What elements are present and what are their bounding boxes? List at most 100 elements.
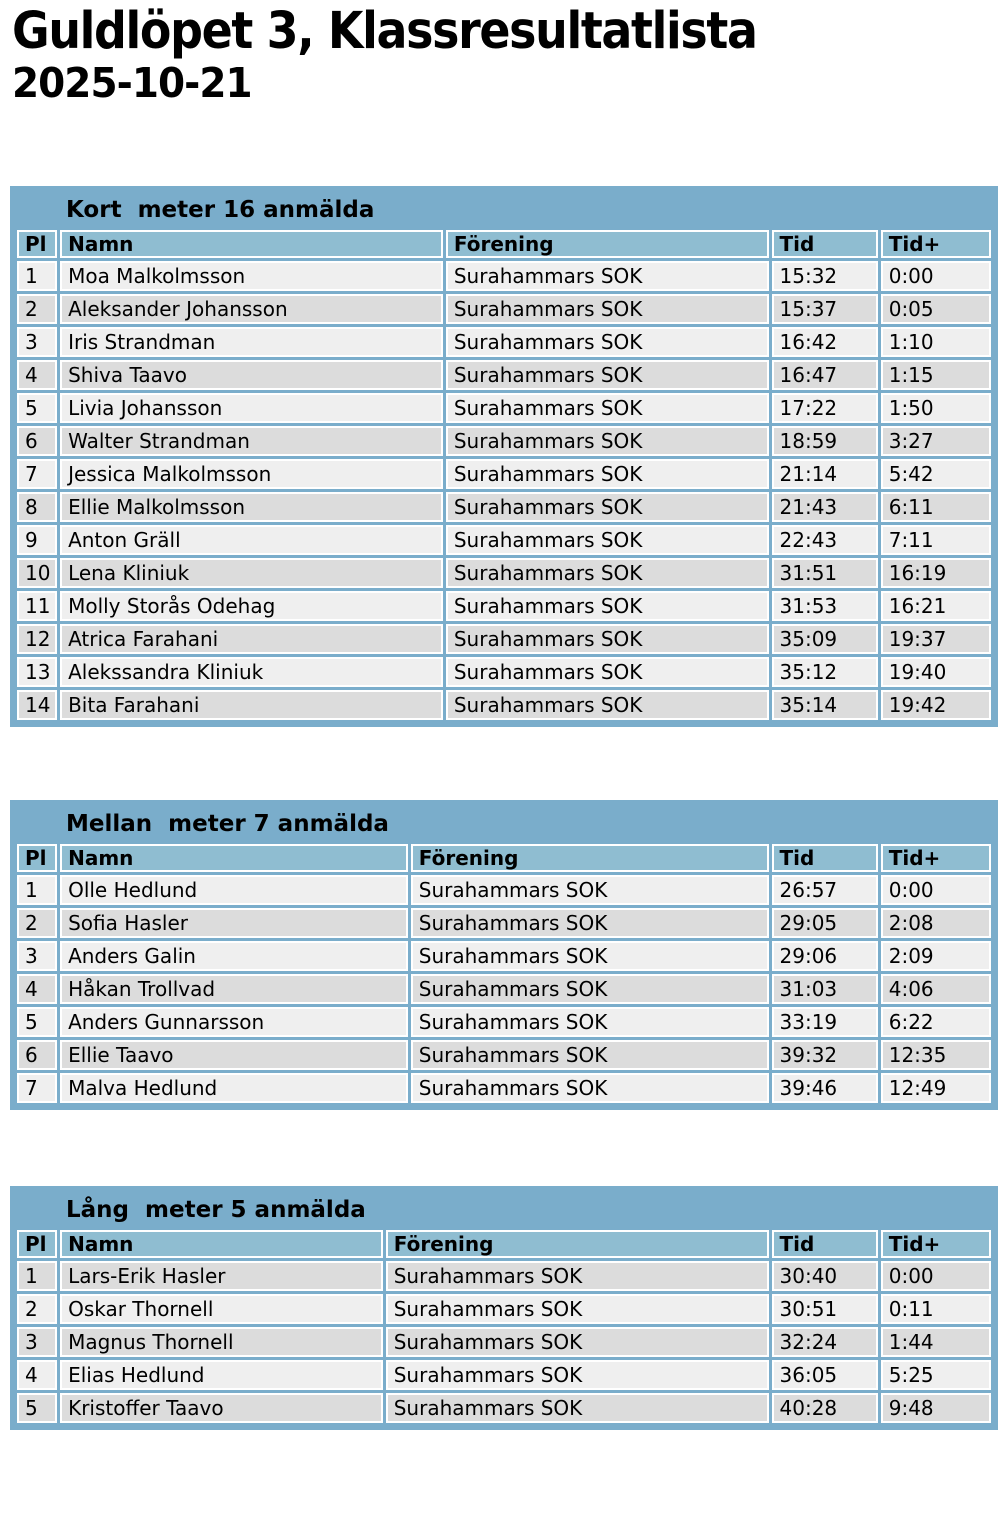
club-cell: Surahammars SOK — [410, 908, 769, 938]
place-cell: 1 — [17, 1261, 58, 1291]
time-cell: 15:32 — [771, 261, 878, 291]
column-header-row: Pl Namn Förening Tid Tid+ — [17, 230, 991, 258]
timeplus-cell: 0:00 — [880, 261, 991, 291]
timeplus-cell: 4:06 — [880, 974, 991, 1004]
name-cell: Sofia Hasler — [60, 908, 408, 938]
time-cell: 31:53 — [771, 591, 878, 621]
table-row: 2 Oskar Thornell Surahammars SOK 30:51 0:11 — [17, 1294, 991, 1324]
timeplus-cell: 1:44 — [880, 1327, 991, 1357]
timeplus-cell: 2:09 — [880, 941, 991, 971]
timeplus-cell: 0:11 — [880, 1294, 991, 1324]
time-cell: 26:57 — [771, 875, 878, 905]
place-cell: 2 — [17, 1294, 58, 1324]
place-cell: 1 — [17, 875, 58, 905]
time-cell: 35:09 — [771, 624, 878, 654]
club-cell: Surahammars SOK — [445, 492, 769, 522]
timeplus-cell: 16:19 — [880, 558, 991, 588]
column-header-row: Pl Namn Förening Tid Tid+ — [17, 1230, 991, 1258]
class-title-row: Kort meter 16 anmälda — [17, 191, 991, 227]
place-cell: 9 — [17, 525, 58, 555]
place-cell: 3 — [17, 941, 58, 971]
table-row: 2 Sofia Hasler Surahammars SOK 29:05 2:08 — [17, 908, 991, 938]
column-header-time: Tid — [771, 230, 878, 258]
time-cell: 29:05 — [771, 908, 878, 938]
club-cell: Surahammars SOK — [445, 459, 769, 489]
name-cell: Alekssandra Kliniuk — [60, 657, 443, 687]
club-cell: Surahammars SOK — [410, 1073, 769, 1103]
club-cell: Surahammars SOK — [445, 294, 769, 324]
timeplus-cell: 6:11 — [880, 492, 991, 522]
table-row: 12 Atrica Farahani Surahammars SOK 35:09 19:… — [17, 624, 991, 654]
time-cell: 33:19 — [771, 1007, 878, 1037]
place-cell: 11 — [17, 591, 58, 621]
table-row: 10 Lena Kliniuk Surahammars SOK 31:51 16:19 — [17, 558, 991, 588]
time-cell: 39:46 — [771, 1073, 878, 1103]
place-cell: 14 — [17, 690, 58, 720]
club-cell: Surahammars SOK — [385, 1393, 769, 1423]
column-header-club: Förening — [385, 1230, 769, 1258]
time-cell: 35:14 — [771, 690, 878, 720]
timeplus-cell: 1:10 — [880, 327, 991, 357]
name-cell: Jessica Malkolmsson — [60, 459, 443, 489]
results-table-mellan: Mellan meter 7 anmälda Pl Namn Förening … — [10, 800, 998, 1110]
table-row: 3 Anders Galin Surahammars SOK 29:06 2:09 — [17, 941, 991, 971]
time-cell: 31:51 — [771, 558, 878, 588]
table-row: 9 Anton Gräll Surahammars SOK 22:43 7:11 — [17, 525, 991, 555]
page-header: Guldlöpet 3, Klassresultatlista 2025-10-… — [12, 2, 839, 108]
column-header-club: Förening — [410, 844, 769, 872]
time-cell: 16:42 — [771, 327, 878, 357]
page-date: 2025-10-21 — [12, 59, 253, 108]
club-cell: Surahammars SOK — [445, 360, 769, 390]
table-row: 13 Alekssandra Kliniuk Surahammars SOK 35:1… — [17, 657, 991, 687]
club-cell: Surahammars SOK — [385, 1360, 769, 1390]
timeplus-cell: 9:48 — [880, 1393, 991, 1423]
class-title-row: Mellan meter 7 anmälda — [17, 805, 991, 841]
table-row: 2 Aleksander Johansson Surahammars SOK 15:3… — [17, 294, 991, 324]
place-cell: 3 — [17, 1327, 58, 1357]
table-row: 4 Håkan Trollvad Surahammars SOK 31:03 4:06 — [17, 974, 991, 1004]
name-cell: Moa Malkolmsson — [60, 261, 443, 291]
time-cell: 16:47 — [771, 360, 878, 390]
time-cell: 17:22 — [771, 393, 878, 423]
name-cell: Ellie Taavo — [60, 1040, 408, 1070]
time-cell: 29:06 — [771, 941, 878, 971]
club-cell: Surahammars SOK — [445, 426, 769, 456]
timeplus-cell: 0:00 — [880, 875, 991, 905]
table-row: 1 Lars-Erik Hasler Surahammars SOK 30:40 0:0… — [17, 1261, 991, 1291]
column-header-time: Tid — [771, 1230, 878, 1258]
time-cell: 35:12 — [771, 657, 878, 687]
table-row: 3 Iris Strandman Surahammars SOK 16:42 1:10 — [17, 327, 991, 357]
column-header-club: Förening — [445, 230, 769, 258]
table-row: 7 Jessica Malkolmsson Surahammars SOK 21:14… — [17, 459, 991, 489]
name-cell: Anders Galin — [60, 941, 408, 971]
club-cell: Surahammars SOK — [445, 261, 769, 291]
name-cell: Malva Hedlund — [60, 1073, 408, 1103]
place-cell: 13 — [17, 657, 58, 687]
name-cell: Bita Farahani — [60, 690, 443, 720]
name-cell: Shiva Taavo — [60, 360, 443, 390]
column-header-timeplus: Tid+ — [880, 1230, 991, 1258]
club-cell: Surahammars SOK — [385, 1327, 769, 1357]
club-cell: Surahammars SOK — [445, 558, 769, 588]
column-header-row: Pl Namn Förening Tid Tid+ — [17, 844, 991, 872]
table-row: 5 Livia Johansson Surahammars SOK 17:22 1:50 — [17, 393, 991, 423]
club-cell: Surahammars SOK — [410, 1007, 769, 1037]
page-title: Guldlöpet 3, Klassresultatlista — [12, 2, 758, 61]
time-cell: 31:03 — [771, 974, 878, 1004]
timeplus-cell: 19:42 — [880, 690, 991, 720]
table-row: 4 Shiva Taavo Surahammars SOK 16:47 1:15 — [17, 360, 991, 390]
place-cell: 2 — [17, 294, 58, 324]
place-cell: 12 — [17, 624, 58, 654]
timeplus-cell: 5:25 — [880, 1360, 991, 1390]
name-cell: Oskar Thornell — [60, 1294, 383, 1324]
name-cell: Ellie Malkolmsson — [60, 492, 443, 522]
place-cell: 4 — [17, 360, 58, 390]
name-cell: Elias Hedlund — [60, 1360, 383, 1390]
class-title: Mellan meter 7 anmälda — [66, 811, 389, 837]
club-cell: Surahammars SOK — [445, 690, 769, 720]
place-cell: 7 — [17, 1073, 58, 1103]
time-cell: 32:24 — [771, 1327, 878, 1357]
name-cell: Iris Strandman — [60, 327, 443, 357]
column-header-name: Namn — [60, 230, 443, 258]
place-cell: 6 — [17, 1040, 58, 1070]
